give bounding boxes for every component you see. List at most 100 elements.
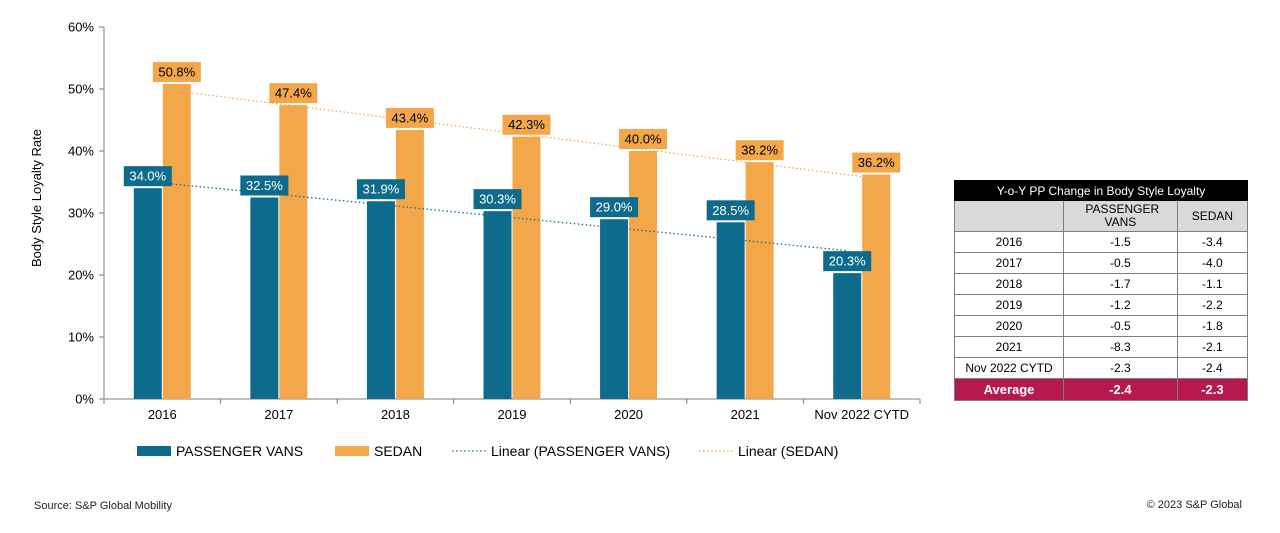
data-label-box xyxy=(823,251,872,272)
bar-sedan xyxy=(512,136,541,400)
table-cell-vans: -8.3 xyxy=(1063,336,1178,358)
table-row: 2021 -8.3 -2.1 xyxy=(954,336,1249,358)
y-tick-label: 0% xyxy=(75,392,94,407)
data-label-passenger-vans: 28.5% xyxy=(706,200,755,221)
table-row-label: 2017 xyxy=(954,252,1064,274)
data-label-box xyxy=(269,83,318,104)
table-col-header-sedan: SEDAN xyxy=(1176,200,1249,232)
data-label-box xyxy=(852,152,901,173)
data-label-box xyxy=(385,107,434,128)
table-cell-vans: -0.5 xyxy=(1063,252,1178,274)
table-cell-vans: -1.7 xyxy=(1063,273,1178,295)
data-label-text: 50.8% xyxy=(158,65,195,80)
bar-passenger-vans xyxy=(366,201,395,399)
y-tick-label: 40% xyxy=(68,144,94,159)
bar-passenger-vans xyxy=(833,273,862,399)
data-label-sedan: 50.8% xyxy=(152,62,201,83)
table-row: 2019 -1.2 -2.2 xyxy=(954,294,1249,316)
bar-passenger-vans xyxy=(133,188,162,399)
table-title: Y-o-Y PP Change in Body Style Loyalty xyxy=(954,180,1248,201)
table-cell-sedan: -2.1 xyxy=(1176,336,1249,358)
data-label-box xyxy=(123,166,172,187)
table-row: 2020 -0.5 -1.8 xyxy=(954,315,1249,337)
data-label-text: 43.4% xyxy=(391,110,428,125)
table-cell-vans: -1.2 xyxy=(1063,294,1178,316)
data-label-box xyxy=(590,197,639,218)
table-row: 2017 -0.5 -4.0 xyxy=(954,252,1249,274)
x-tick-label: 2020 xyxy=(614,407,643,422)
table-row: Nov 2022 CYTD -2.3 -2.4 xyxy=(954,357,1249,379)
table-row-label: 2016 xyxy=(954,231,1064,253)
data-label-box xyxy=(356,179,405,200)
data-label-box xyxy=(502,114,551,135)
x-tick-label: 2019 xyxy=(498,407,527,422)
y-tick-label: 30% xyxy=(68,206,94,221)
table-average-vans: -2.4 xyxy=(1063,378,1178,401)
legend-item-linear-vans: Linear (PASSENGER VANS) xyxy=(452,443,670,459)
bar-sedan xyxy=(629,151,658,399)
chart-tick-labels: 0% 10% 20% 30% 40% 50% 60% 2016 2017 2018 2019 2020… xyxy=(68,20,909,423)
data-label-text: 40.0% xyxy=(625,132,662,147)
data-label-text: 42.3% xyxy=(508,117,545,132)
y-tick-label: 10% xyxy=(68,330,94,345)
data-label-sedan: 43.4% xyxy=(385,107,434,128)
legend-item-linear-sedan: Linear (SEDAN) xyxy=(699,443,838,459)
legend-item-sedan: SEDAN xyxy=(335,443,422,459)
copyright-note: © 2023 S&P Global xyxy=(1146,499,1242,511)
table-col-header-vans: PASSENGER VANS xyxy=(1063,200,1178,232)
data-label-text: 31.9% xyxy=(362,182,399,197)
chart-axes xyxy=(99,26,921,404)
legend-swatch xyxy=(335,446,369,456)
data-label-text: 36.2% xyxy=(858,155,895,170)
table-average-sedan: -2.3 xyxy=(1176,378,1249,401)
bar-sedan xyxy=(279,105,308,400)
y-tick-label: 60% xyxy=(68,20,94,35)
legend-label: Linear (PASSENGER VANS) xyxy=(491,443,670,459)
x-tick-label: 2016 xyxy=(148,407,177,422)
table-row-label: Nov 2022 CYTD xyxy=(954,357,1064,379)
table-cell-sedan: -3.4 xyxy=(1176,231,1249,253)
bar-sedan xyxy=(395,129,424,400)
table-cell-sedan: -2.2 xyxy=(1176,294,1249,316)
data-label-passenger-vans: 34.0% xyxy=(123,166,172,187)
data-label-text: 30.3% xyxy=(479,192,516,207)
data-label-passenger-vans: 32.5% xyxy=(240,175,289,196)
bar-sedan xyxy=(162,84,191,399)
chart-bars xyxy=(133,84,891,400)
data-label-passenger-vans: 20.3% xyxy=(823,251,872,272)
table-average-label: Average xyxy=(954,378,1064,401)
y-tick-label: 20% xyxy=(68,268,94,283)
data-label-sedan: 42.3% xyxy=(502,114,551,135)
data-label-box xyxy=(619,129,668,149)
table-corner-cell xyxy=(954,200,1064,232)
x-tick-label: Nov 2022 CYTD xyxy=(814,407,909,422)
bar-sedan xyxy=(862,174,891,399)
data-label-text: 28.5% xyxy=(712,203,749,218)
legend-label: SEDAN xyxy=(374,443,422,459)
table-row-label: 2021 xyxy=(954,336,1064,358)
bar-passenger-vans xyxy=(483,211,512,399)
table-row: 2018 -1.7 -1.1 xyxy=(954,273,1249,295)
table-cell-vans: -1.5 xyxy=(1063,231,1178,253)
data-label-box xyxy=(706,200,755,221)
source-note: Source: S&P Global Mobility xyxy=(34,500,172,512)
table-cell-sedan: -2.4 xyxy=(1176,357,1249,379)
table-cell-vans: -0.5 xyxy=(1063,315,1178,337)
y-axis-label: Body Style Loyalty Rate xyxy=(29,129,44,267)
data-label-text: 29.0% xyxy=(596,200,633,215)
data-label-box xyxy=(473,189,522,210)
trendline-sedan xyxy=(176,90,877,180)
table-row-label: 2019 xyxy=(954,294,1064,316)
y-tick-label: 50% xyxy=(68,82,94,97)
table-average-row: Average -2.4 -2.3 xyxy=(954,378,1249,401)
data-label-box xyxy=(152,62,201,83)
table-row-label: 2018 xyxy=(954,273,1064,295)
legend-label: PASSENGER VANS xyxy=(176,443,303,459)
data-label-passenger-vans: 30.3% xyxy=(473,189,522,210)
table-row: 2016 -1.5 -3.4 xyxy=(954,231,1249,253)
data-label-sedan: 40.0% xyxy=(619,129,668,149)
chart-data-labels: 34.0% 32.5% 31.9% 30.3% 29.0% 28.5% 20.3% 50.8%… xyxy=(123,62,901,272)
data-label-text: 47.4% xyxy=(275,86,312,101)
table-cell-sedan: -4.0 xyxy=(1176,252,1249,274)
table-cell-sedan: -1.8 xyxy=(1176,315,1249,337)
